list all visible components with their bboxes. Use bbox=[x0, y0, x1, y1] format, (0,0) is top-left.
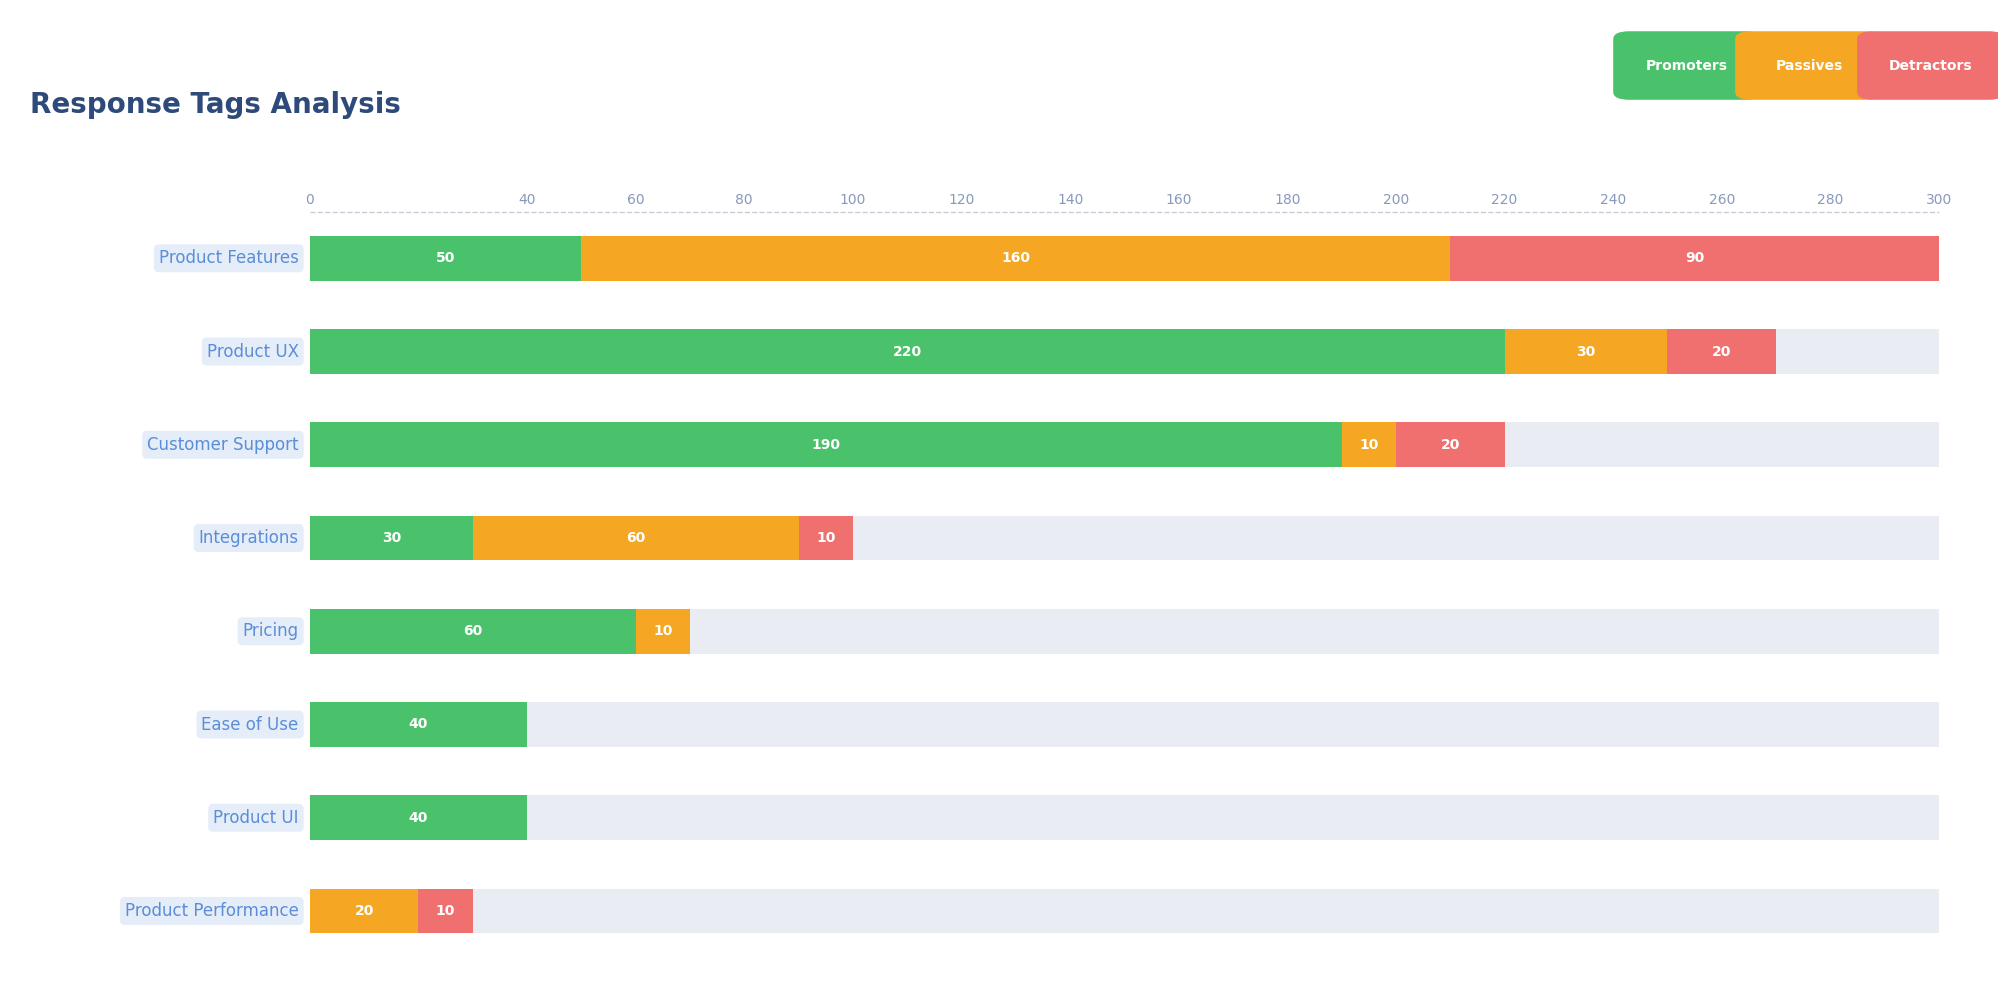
Bar bbox=[310, 422, 1938, 467]
Bar bbox=[310, 609, 635, 653]
Bar bbox=[310, 795, 1938, 840]
Text: Detractors: Detractors bbox=[1888, 58, 1972, 73]
Bar bbox=[310, 236, 1938, 280]
Bar bbox=[418, 889, 474, 933]
Bar bbox=[310, 889, 418, 933]
Text: 10: 10 bbox=[815, 531, 835, 545]
Bar bbox=[310, 516, 1938, 560]
Bar bbox=[310, 330, 1938, 374]
Bar bbox=[581, 236, 1451, 280]
Text: Customer Support: Customer Support bbox=[148, 435, 298, 454]
Text: 40: 40 bbox=[408, 718, 428, 732]
Text: 20: 20 bbox=[1441, 437, 1459, 452]
Bar bbox=[1666, 330, 1776, 374]
Bar bbox=[310, 330, 1504, 374]
Text: 60: 60 bbox=[625, 531, 645, 545]
Text: 160: 160 bbox=[1001, 251, 1029, 265]
Bar bbox=[1451, 236, 1938, 280]
Bar bbox=[310, 609, 1938, 653]
Text: Product Features: Product Features bbox=[158, 249, 298, 267]
Text: Product Performance: Product Performance bbox=[124, 902, 298, 920]
Bar bbox=[474, 516, 799, 560]
Text: 30: 30 bbox=[1576, 345, 1594, 359]
Text: 90: 90 bbox=[1684, 251, 1704, 265]
Text: 30: 30 bbox=[382, 531, 402, 545]
Bar bbox=[310, 703, 1938, 747]
Bar bbox=[1504, 330, 1666, 374]
Text: 10: 10 bbox=[1359, 437, 1379, 452]
Text: 10: 10 bbox=[436, 904, 456, 918]
Text: Product UI: Product UI bbox=[214, 808, 298, 827]
Text: Product UX: Product UX bbox=[206, 343, 298, 361]
Bar bbox=[799, 516, 853, 560]
Bar bbox=[310, 236, 581, 280]
Text: Promoters: Promoters bbox=[1644, 58, 1728, 73]
Text: Integrations: Integrations bbox=[198, 529, 298, 547]
Bar bbox=[310, 703, 527, 747]
Text: 50: 50 bbox=[436, 251, 456, 265]
Bar bbox=[310, 889, 1938, 933]
Text: Response Tags Analysis: Response Tags Analysis bbox=[30, 91, 402, 119]
Bar bbox=[310, 516, 474, 560]
Text: Pricing: Pricing bbox=[242, 622, 298, 640]
Bar bbox=[310, 795, 527, 840]
Text: 20: 20 bbox=[1710, 345, 1730, 359]
Bar bbox=[635, 609, 689, 653]
Bar bbox=[1341, 422, 1395, 467]
Bar bbox=[310, 422, 1341, 467]
Text: 40: 40 bbox=[408, 810, 428, 825]
Text: 190: 190 bbox=[811, 437, 839, 452]
Text: 10: 10 bbox=[653, 624, 671, 638]
Bar bbox=[1395, 422, 1504, 467]
Text: 60: 60 bbox=[464, 624, 482, 638]
Text: Ease of Use: Ease of Use bbox=[202, 716, 298, 734]
Text: 220: 220 bbox=[893, 345, 921, 359]
Text: 20: 20 bbox=[354, 904, 374, 918]
Text: Passives: Passives bbox=[1774, 58, 1842, 73]
